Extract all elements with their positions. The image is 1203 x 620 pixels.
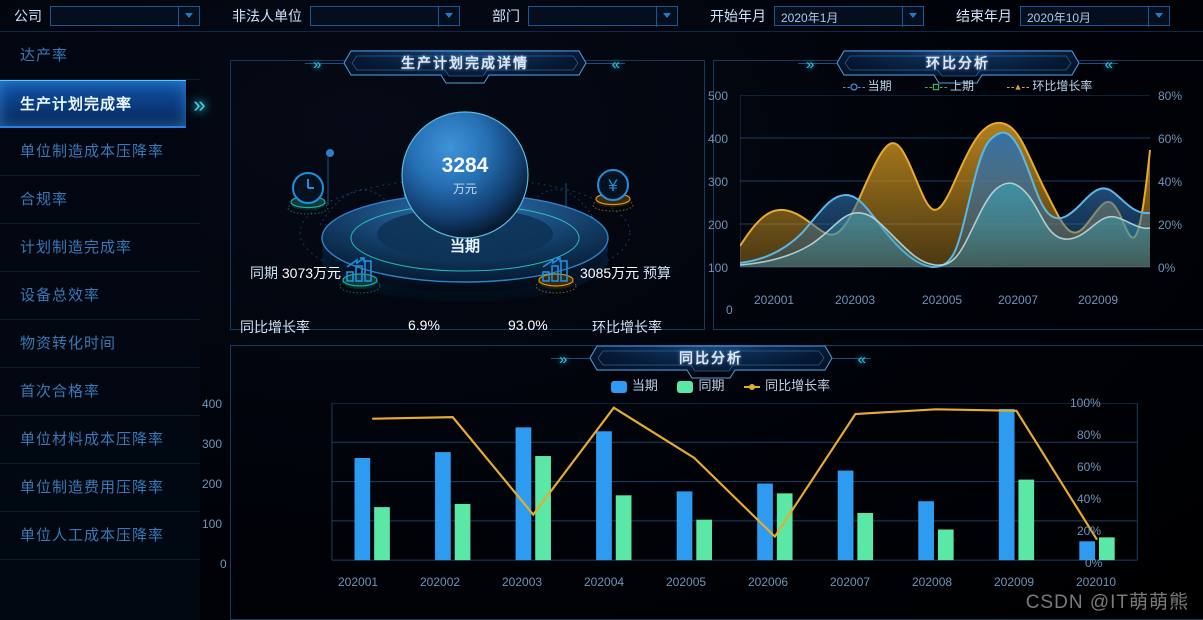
svg-text:万元: 万元: [453, 182, 477, 196]
svg-text:当期: 当期: [450, 237, 480, 255]
svg-text:¥: ¥: [607, 176, 618, 195]
svg-text:3284: 3284: [442, 154, 489, 177]
